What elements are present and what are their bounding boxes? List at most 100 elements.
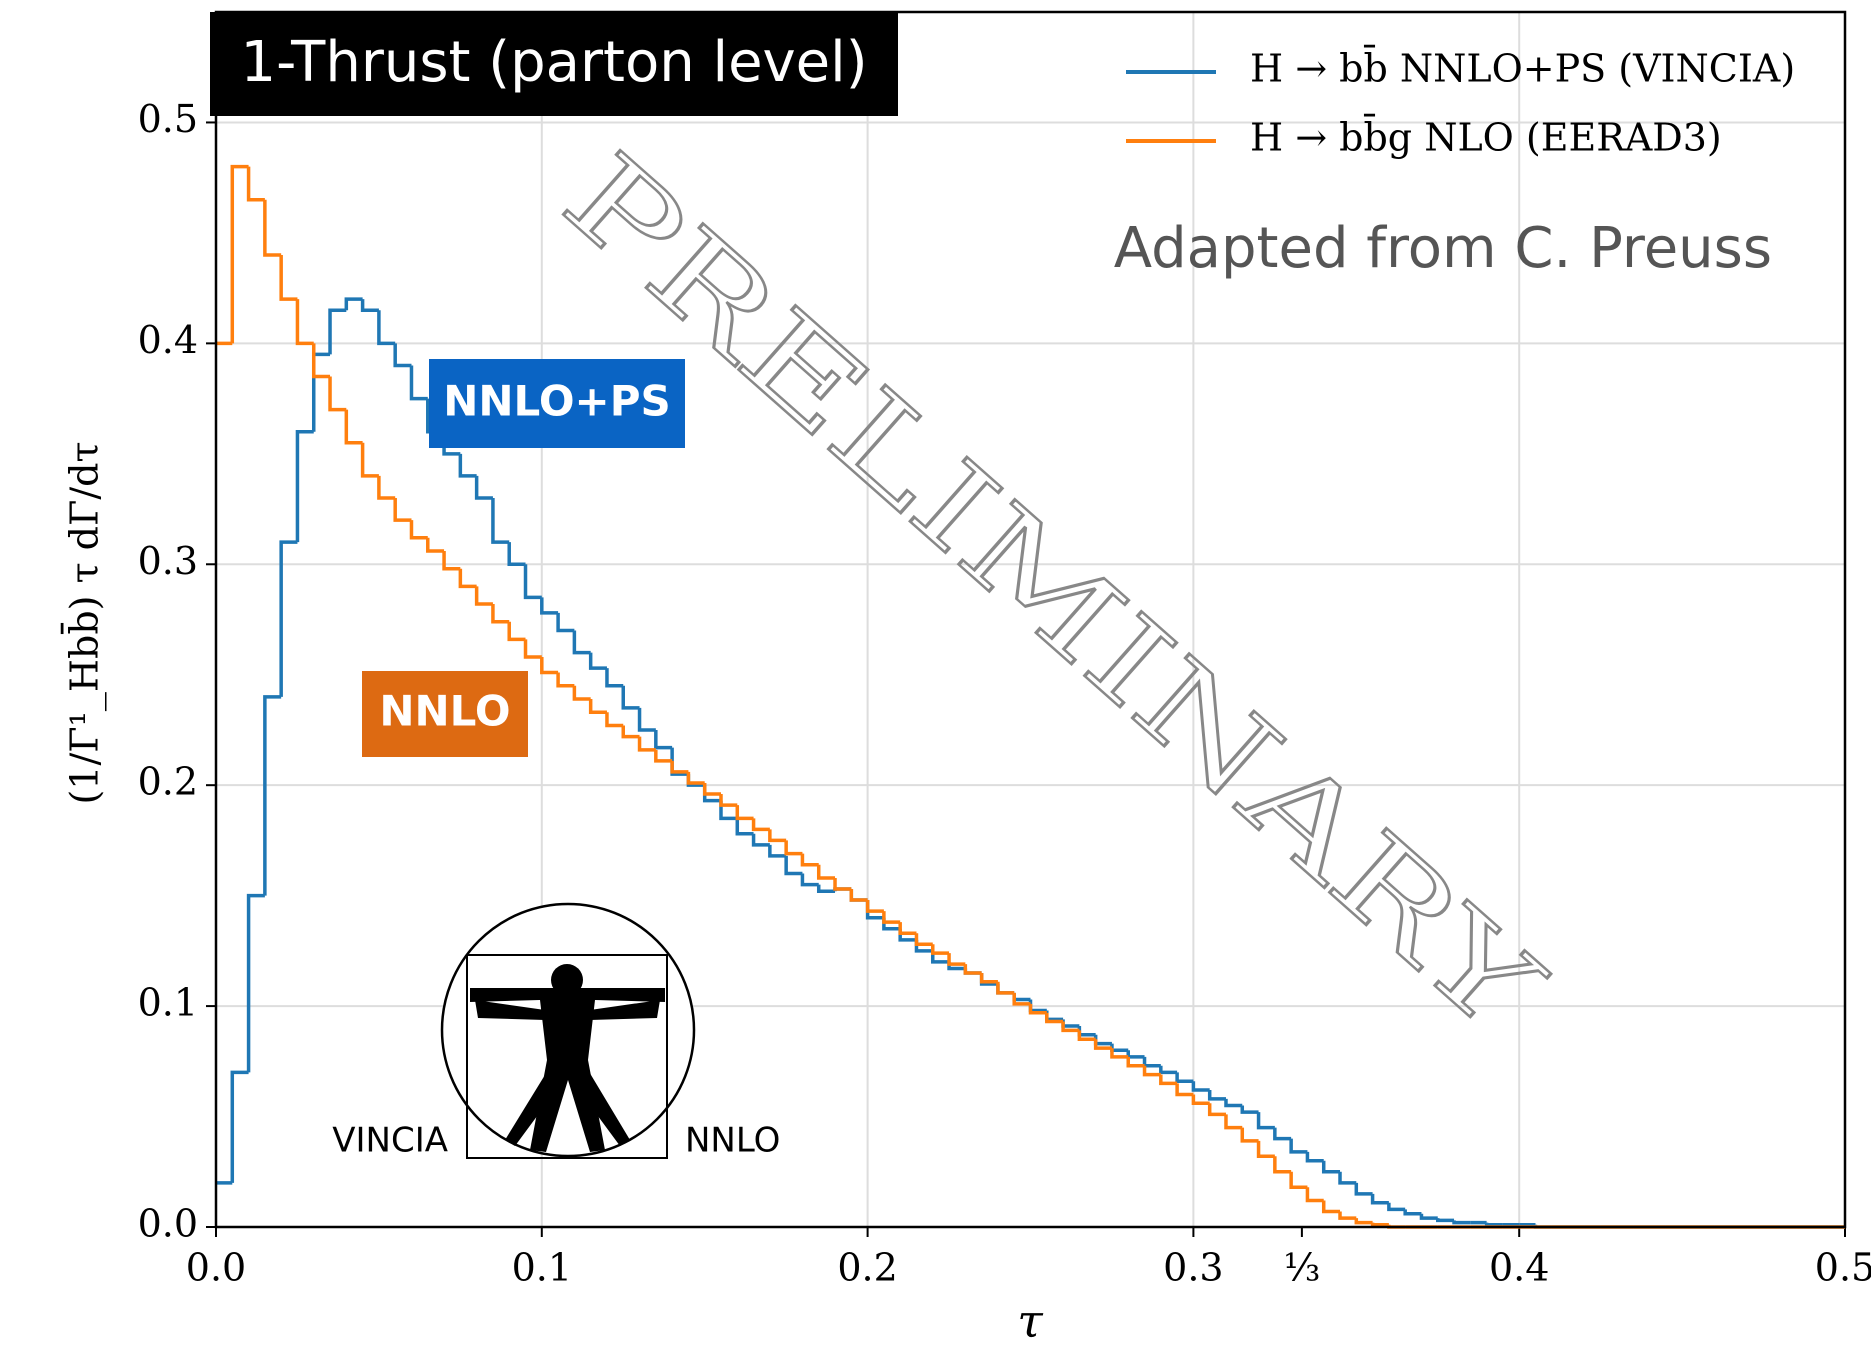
histogram-step — [409, 365, 428, 401]
histogram-step — [1110, 1048, 1129, 1059]
x-tick-label: 0.1 — [512, 1246, 572, 1290]
histogram-step — [377, 475, 396, 500]
histogram-step — [230, 1070, 249, 1183]
histogram-step — [1436, 1218, 1455, 1223]
histogram-step — [1370, 1222, 1389, 1227]
histogram-step — [784, 855, 803, 876]
histogram-step — [1207, 1103, 1226, 1117]
histogram-step — [1387, 1202, 1406, 1212]
credit: Adapted from C. Preuss — [1114, 216, 1772, 281]
histogram-step — [1240, 1127, 1259, 1143]
histogram-step — [1224, 1114, 1243, 1130]
histogram-step — [295, 429, 314, 543]
histogram-step — [409, 520, 428, 540]
histogram-step — [963, 964, 982, 975]
histogram-step — [1305, 1151, 1324, 1163]
axes-frame — [214, 10, 1847, 1229]
histogram-step — [784, 840, 803, 856]
histogram-step — [360, 442, 379, 478]
histogram-step — [1126, 1056, 1145, 1068]
histogram-step — [1142, 1056, 1161, 1068]
histogram-step — [1045, 1010, 1064, 1022]
histogram-step — [1224, 1098, 1243, 1108]
histogram-step — [377, 310, 396, 346]
histogram-step — [670, 747, 689, 776]
histogram-step — [1061, 1019, 1080, 1028]
histogram-step — [246, 166, 265, 202]
y-tick-label: 0.1 — [138, 981, 198, 1025]
histogram-step — [1110, 1043, 1129, 1053]
histogram-step — [279, 540, 298, 697]
histogram-step — [230, 164, 249, 344]
histogram-step — [1175, 1072, 1194, 1083]
histogram-step — [735, 805, 754, 821]
logo-label: VINCIA — [332, 1121, 448, 1161]
histogram-step — [605, 668, 624, 688]
histogram-step — [865, 900, 884, 920]
histogram-step — [328, 308, 347, 355]
histogram-step — [800, 853, 819, 867]
histogram-step — [979, 972, 998, 984]
histogram-step — [654, 749, 673, 763]
histogram-step — [540, 657, 559, 675]
histogram-step — [1289, 1138, 1308, 1154]
y-tick-label: 0.4 — [138, 318, 198, 362]
histogram-step — [588, 652, 607, 670]
histogram-step — [1289, 1171, 1308, 1189]
histogram-step — [719, 800, 738, 821]
histogram-step — [768, 844, 787, 858]
histogram-step — [1256, 1140, 1275, 1159]
histogram-step — [1077, 1025, 1096, 1037]
histogram-step — [816, 884, 836, 893]
histogram-step — [996, 981, 1015, 995]
y-tick-label: 0.2 — [138, 760, 198, 804]
histogram-step — [474, 475, 493, 500]
histogram-step — [1338, 1211, 1357, 1220]
legend-label: H → bb̄g NLO (EERAD3) — [1250, 114, 1722, 159]
histogram-step — [474, 586, 493, 606]
histogram-step — [1077, 1030, 1096, 1041]
histogram-step — [1028, 1003, 1047, 1015]
histogram-step — [540, 597, 559, 615]
histogram-step — [572, 630, 591, 655]
histogram-step — [768, 829, 787, 843]
x-tick-label: 0.3 — [1163, 1246, 1223, 1290]
histogram-step — [1159, 1065, 1178, 1075]
histogram-step — [751, 818, 770, 832]
histogram-step — [1142, 1065, 1161, 1077]
histogram-step — [947, 953, 966, 966]
histogram-step — [1321, 1160, 1341, 1174]
histogram-step — [931, 944, 950, 955]
histogram-step — [1338, 1171, 1357, 1185]
nnlo-tag-box — [362, 671, 528, 757]
histogram-step — [654, 729, 673, 750]
histogram-step — [1484, 1222, 1503, 1227]
histogram-step — [914, 933, 933, 946]
histogram-step — [523, 639, 542, 659]
histogram-step — [1093, 1034, 1112, 1046]
logo: VINCIA NNLO — [332, 902, 780, 1161]
histogram-step — [637, 736, 656, 752]
histogram-step — [1012, 992, 1031, 1006]
histogram-step — [279, 255, 298, 301]
histogram-step — [1207, 1090, 1226, 1101]
histogram-step — [1370, 1193, 1389, 1205]
histogram-step — [295, 299, 314, 346]
histogram-step — [686, 771, 705, 785]
legend-label: H → bb̄ NNLO+PS (VINCIA) — [1250, 45, 1795, 90]
histogram-step — [458, 568, 477, 589]
histogram-step — [507, 621, 526, 642]
histogram-step — [426, 537, 445, 553]
histogram-step — [311, 343, 331, 379]
histogram-step — [458, 453, 477, 478]
histogram-step — [1126, 1050, 1145, 1059]
histogram-step — [849, 889, 868, 902]
histogram-step — [719, 794, 738, 807]
histogram-step — [1191, 1081, 1210, 1092]
histogram-step — [507, 542, 526, 567]
histogram-step — [523, 564, 542, 600]
y-axis-label: (1/Γ¹_Hbb̄) τ dΓ/dτ — [61, 441, 107, 804]
histogram-step — [1305, 1187, 1324, 1203]
x-tick-label: 0.4 — [1489, 1246, 1549, 1290]
x-tick-label: 0.0 — [186, 1246, 246, 1290]
